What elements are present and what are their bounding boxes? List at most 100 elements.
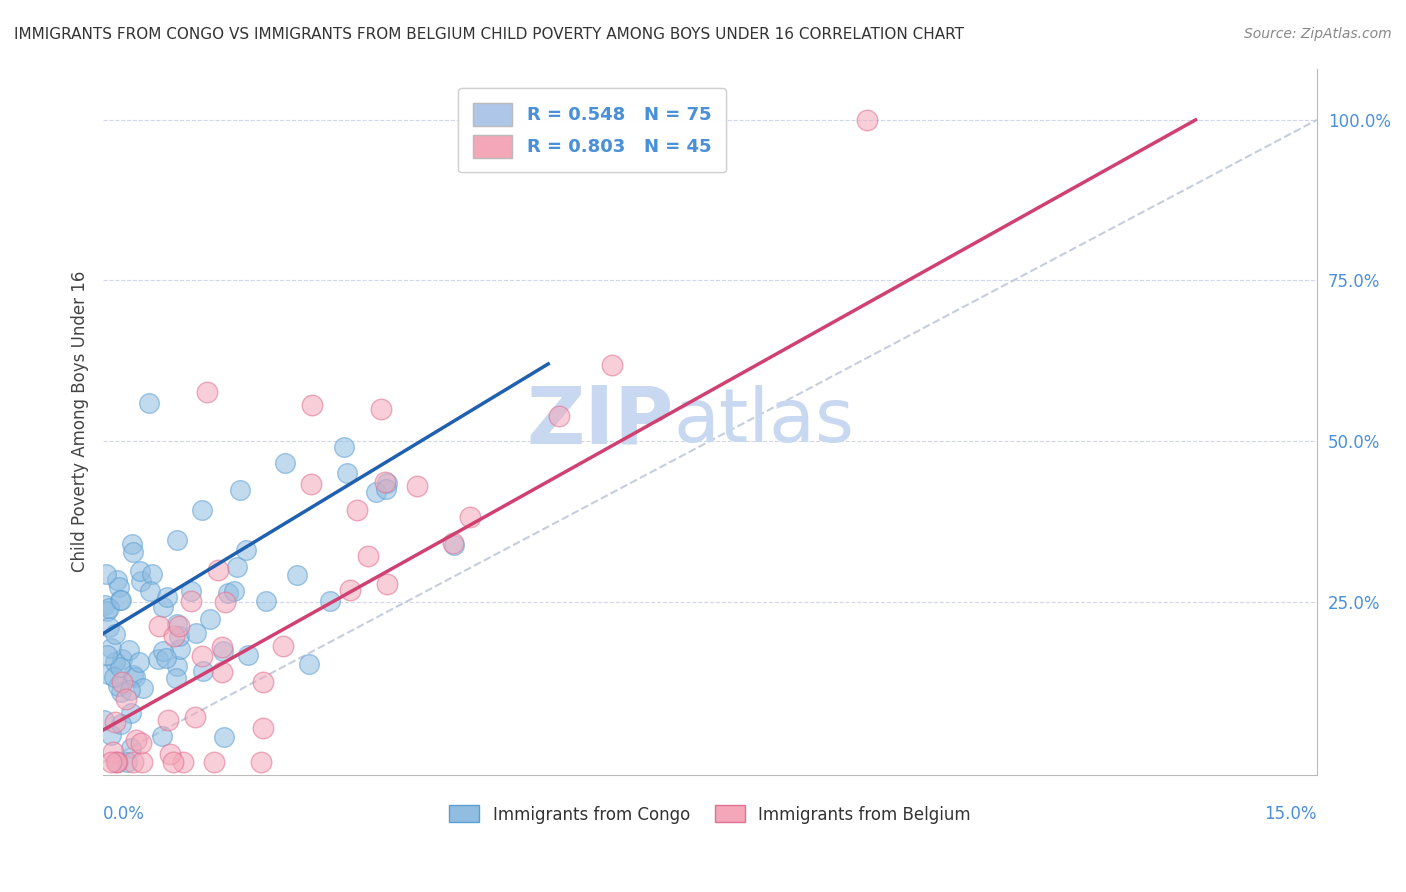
Point <box>254 593 277 607</box>
Point <box>150 729 173 743</box>
Text: ZIP: ZIP <box>526 383 673 461</box>
Point <box>156 590 179 604</box>
Point <box>195 385 218 400</box>
Legend: R = 0.548   N = 75, R = 0.803   N = 45: R = 0.548 N = 75, R = 0.803 N = 45 <box>458 88 725 172</box>
Point <box>186 626 208 640</box>
Point <box>105 573 128 587</box>
Point <box>356 549 378 563</box>
Point <box>249 755 271 769</box>
Point <box>167 629 190 643</box>
Point <box>97 667 120 681</box>
Point <box>155 651 177 665</box>
Point <box>93 714 115 728</box>
Point <box>148 619 170 633</box>
Point <box>375 577 398 591</box>
Point <box>103 670 125 684</box>
Point <box>252 675 274 690</box>
Point <box>105 755 128 769</box>
Point <box>211 640 233 655</box>
Point <box>202 755 225 769</box>
Point <box>104 715 127 730</box>
Point <box>139 584 162 599</box>
Point <box>100 755 122 769</box>
Point <box>190 649 212 664</box>
Point <box>94 567 117 582</box>
Point <box>229 483 252 498</box>
Point <box>319 594 342 608</box>
Point <box>107 679 129 693</box>
Point <box>172 755 194 769</box>
Point <box>141 566 163 581</box>
Point <box>96 648 118 663</box>
Point <box>406 479 429 493</box>
Point <box>285 567 308 582</box>
Point <box>108 581 131 595</box>
Point <box>184 710 207 724</box>
Point <box>118 682 141 697</box>
Point <box>138 396 160 410</box>
Point <box>115 692 138 706</box>
Point <box>370 402 392 417</box>
Point <box>191 503 214 517</box>
Point <box>167 619 190 633</box>
Point <box>129 574 152 588</box>
Text: 15.0%: 15.0% <box>1264 805 1317 823</box>
Point <box>100 640 122 655</box>
Point <box>122 755 145 769</box>
Point <box>211 665 233 679</box>
Point <box>163 629 186 643</box>
Point <box>100 728 122 742</box>
Point <box>374 482 396 496</box>
Point <box>217 585 239 599</box>
Point <box>274 456 297 470</box>
Point <box>129 736 152 750</box>
Point <box>332 440 354 454</box>
Point <box>111 652 134 666</box>
Point <box>166 617 188 632</box>
Point <box>214 595 236 609</box>
Point <box>122 668 145 682</box>
Point <box>104 627 127 641</box>
Point <box>375 475 398 490</box>
Point <box>98 600 121 615</box>
Point <box>299 477 322 491</box>
Point <box>211 644 233 658</box>
Point <box>129 564 152 578</box>
Point <box>97 619 120 633</box>
Point <box>148 652 170 666</box>
Point <box>110 593 132 607</box>
Point <box>103 745 125 759</box>
Point <box>298 657 321 672</box>
Point <box>152 599 174 614</box>
Point <box>207 563 229 577</box>
Point <box>212 730 235 744</box>
Point <box>94 599 117 613</box>
Point <box>105 755 128 769</box>
Point <box>124 670 146 684</box>
Point <box>252 721 274 735</box>
Point <box>125 733 148 747</box>
Point <box>346 503 368 517</box>
Point <box>108 592 131 607</box>
Point <box>373 475 395 490</box>
Point <box>169 642 191 657</box>
Text: Source: ZipAtlas.com: Source: ZipAtlas.com <box>1244 27 1392 41</box>
Point <box>443 539 465 553</box>
Point <box>152 644 174 658</box>
Point <box>118 642 141 657</box>
Point <box>108 660 131 674</box>
Y-axis label: Child Poverty Among Boys Under 16: Child Poverty Among Boys Under 16 <box>72 271 89 573</box>
Point <box>191 664 214 678</box>
Point <box>547 409 569 423</box>
Point <box>104 655 127 669</box>
Point <box>301 398 323 412</box>
Point <box>110 717 132 731</box>
Point <box>128 656 150 670</box>
Point <box>236 648 259 662</box>
Point <box>198 611 221 625</box>
Point <box>235 543 257 558</box>
Point <box>166 659 188 673</box>
Point <box>131 755 153 769</box>
Point <box>132 681 155 695</box>
Point <box>180 583 202 598</box>
